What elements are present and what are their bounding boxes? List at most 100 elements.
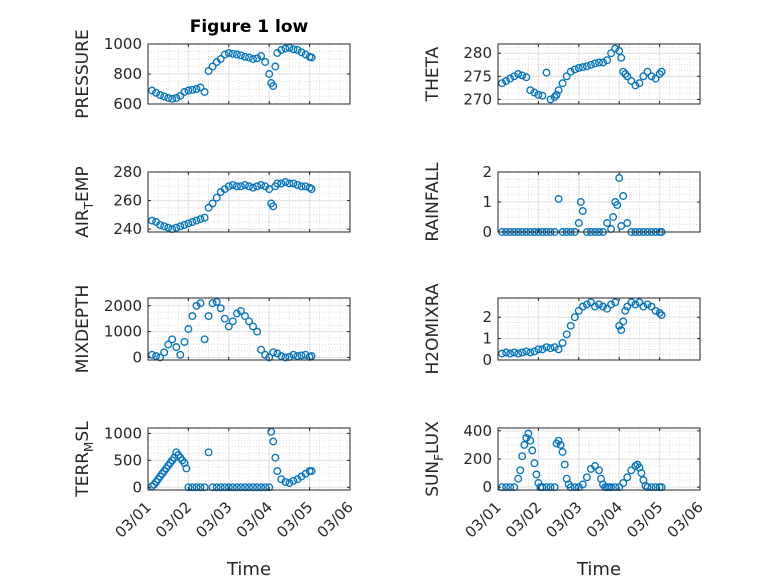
data-point xyxy=(570,483,579,492)
y-tick-label: 800 xyxy=(113,65,142,83)
data-point xyxy=(619,192,628,200)
y-tick-label: 260 xyxy=(113,192,142,210)
x-tick-label: 03/03 xyxy=(192,498,235,541)
data-point xyxy=(241,180,249,189)
data-point xyxy=(534,479,543,487)
data-point xyxy=(621,70,630,78)
x-axis-label: Time xyxy=(576,559,621,580)
y-tick-label: 0 xyxy=(482,351,492,369)
data-point xyxy=(546,344,555,353)
x-tick-label: 03/05 xyxy=(273,498,316,541)
y-tick-label: 2 xyxy=(482,308,492,326)
data-point xyxy=(293,352,302,361)
y-tick-label: 2 xyxy=(482,163,492,181)
data-point xyxy=(249,55,257,63)
y-tick-label: 500 xyxy=(113,451,142,469)
data-point xyxy=(269,82,278,90)
data-point xyxy=(228,180,237,189)
data-point xyxy=(518,452,527,461)
x-tick-label: 03/01 xyxy=(112,498,155,541)
data-point xyxy=(538,345,547,354)
data-point xyxy=(528,446,537,455)
data-point xyxy=(212,193,221,202)
data-point xyxy=(615,483,624,492)
data-point xyxy=(591,462,599,470)
data-point xyxy=(566,67,575,76)
data-point xyxy=(261,483,270,492)
data-point xyxy=(196,215,205,224)
data-point xyxy=(220,483,229,492)
x-tick-label: 03/02 xyxy=(152,498,195,541)
data-point xyxy=(574,64,583,72)
y-tick-label: 600 xyxy=(113,95,142,113)
data-point xyxy=(607,300,616,309)
data-point xyxy=(611,483,620,492)
data-point xyxy=(208,299,217,308)
data-point xyxy=(245,53,253,62)
data-point xyxy=(265,185,274,194)
data-point xyxy=(184,325,193,333)
data-point xyxy=(192,483,201,492)
data-point xyxy=(617,53,626,62)
data-point xyxy=(607,49,616,58)
data-point xyxy=(271,453,280,462)
data-point xyxy=(289,476,298,485)
data-point xyxy=(506,74,515,83)
data-point xyxy=(532,470,541,479)
data-point xyxy=(655,70,664,78)
data-point xyxy=(261,58,270,66)
y-tick-label: 1 xyxy=(482,330,492,348)
data-point xyxy=(148,86,156,95)
y-tick-label: 0 xyxy=(482,223,492,241)
data-point xyxy=(204,312,213,321)
data-point xyxy=(595,58,603,67)
data-point xyxy=(578,480,587,489)
data-point xyxy=(232,483,241,492)
data-point xyxy=(617,222,626,230)
x-axis-label: Time xyxy=(226,559,271,580)
data-point xyxy=(510,72,519,81)
data-point xyxy=(241,483,249,492)
data-point xyxy=(530,347,539,356)
y-axis-label: RAINFALL xyxy=(423,162,443,242)
data-point xyxy=(249,322,257,331)
data-point xyxy=(269,348,278,357)
data-point xyxy=(522,347,531,356)
data-point xyxy=(196,83,205,92)
data-point xyxy=(257,52,266,60)
data-point xyxy=(160,348,169,357)
data-point xyxy=(208,62,217,71)
data-point xyxy=(228,483,237,492)
y-axis-label: THETA xyxy=(423,46,443,102)
data-point xyxy=(556,440,565,449)
data-point xyxy=(224,322,233,331)
data-point xyxy=(591,59,599,68)
data-point xyxy=(558,338,567,347)
data-point xyxy=(269,437,278,446)
data-point xyxy=(245,317,253,326)
data-point xyxy=(184,483,193,492)
data-point xyxy=(176,222,185,231)
data-point xyxy=(245,182,253,191)
data-point xyxy=(506,349,515,358)
data-point xyxy=(277,46,286,54)
data-point xyxy=(530,88,539,97)
data-point xyxy=(651,74,660,83)
data-point xyxy=(301,50,310,59)
data-point xyxy=(518,71,527,80)
data-point xyxy=(289,179,298,188)
data-point xyxy=(204,448,213,457)
data-point xyxy=(586,60,595,69)
data-point xyxy=(615,321,624,330)
data-point xyxy=(265,483,274,492)
data-point xyxy=(281,477,290,486)
data-point xyxy=(188,483,197,492)
data-point xyxy=(651,306,660,315)
data-point xyxy=(603,304,612,313)
data-point xyxy=(168,94,177,103)
data-point xyxy=(200,335,209,344)
data-point xyxy=(550,93,559,102)
data-point xyxy=(192,216,201,225)
data-point xyxy=(611,298,620,307)
